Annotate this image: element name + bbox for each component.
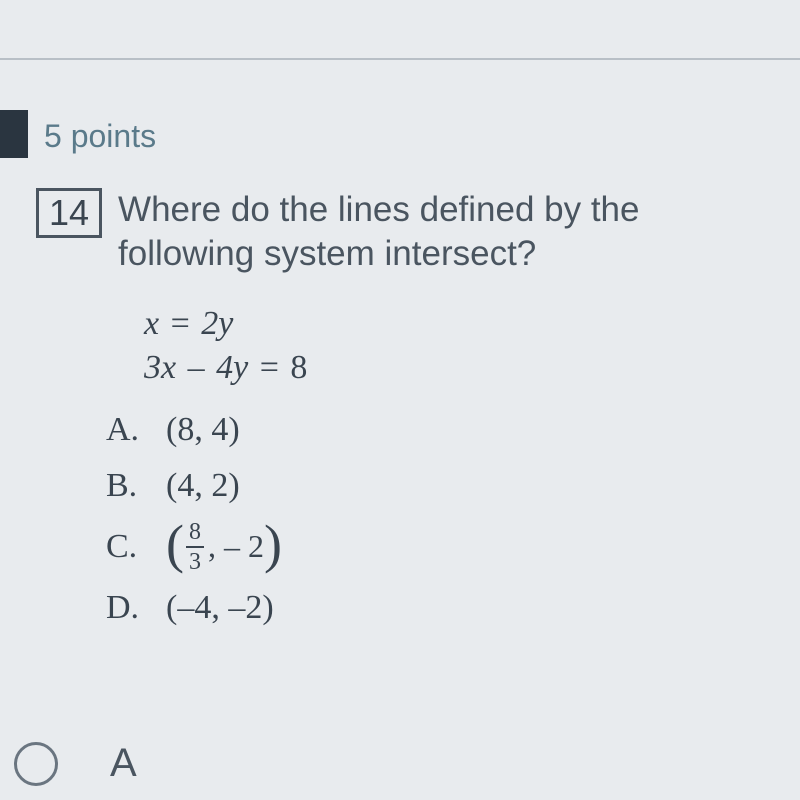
eq2-rhs: 8 bbox=[290, 349, 307, 386]
eq2-minus: – bbox=[179, 349, 213, 386]
answer-selection-area: A bbox=[14, 741, 137, 786]
eq1-equals: = bbox=[162, 305, 198, 342]
fraction-denominator: 3 bbox=[186, 546, 204, 574]
eq2-equals: = bbox=[251, 349, 287, 386]
choice-b-value: (4, 2) bbox=[166, 467, 240, 505]
equation-1: x = 2y bbox=[144, 302, 780, 346]
question-text: Where do the lines defined by the follow… bbox=[118, 188, 762, 276]
choice-a-value: (8, 4) bbox=[166, 411, 240, 449]
choice-b[interactable]: B. (4, 2) bbox=[106, 464, 780, 508]
radio-option-a[interactable] bbox=[14, 742, 58, 786]
answer-choices: A. (8, 4) B. (4, 2) C. ( 8 3 , – 2 ) D. … bbox=[106, 408, 780, 630]
eq1-lhs: x bbox=[144, 305, 159, 342]
question-number-box: 14 bbox=[36, 188, 102, 238]
fraction-numerator: 8 bbox=[186, 520, 204, 546]
fraction: 8 3 bbox=[186, 520, 204, 574]
choice-a[interactable]: A. (8, 4) bbox=[106, 408, 780, 452]
choice-c-rest: , – 2 bbox=[208, 528, 264, 565]
choice-d-letter: D. bbox=[106, 589, 166, 627]
eq2-term1: 3x bbox=[144, 349, 176, 386]
choice-c-letter: C. bbox=[106, 528, 166, 566]
left-paren-icon: ( bbox=[166, 523, 184, 566]
top-divider bbox=[0, 58, 800, 60]
question-tab-marker bbox=[0, 110, 28, 158]
choice-c[interactable]: C. ( 8 3 , – 2 ) bbox=[106, 520, 780, 574]
equation-block: x = 2y 3x – 4y = 8 bbox=[144, 302, 780, 390]
right-paren-icon: ) bbox=[264, 523, 282, 566]
choice-b-letter: B. bbox=[106, 467, 166, 505]
question-area: 14 Where do the lines defined by the fol… bbox=[36, 188, 780, 642]
points-label: 5 points bbox=[44, 118, 156, 155]
eq2-term2: 4y bbox=[216, 349, 248, 386]
choice-d[interactable]: D. (–4, –2) bbox=[106, 586, 780, 630]
answer-option-a-label: A bbox=[110, 741, 137, 786]
equation-2: 3x – 4y = 8 bbox=[144, 346, 780, 390]
choice-c-value: ( 8 3 , – 2 ) bbox=[166, 520, 282, 574]
choice-a-letter: A. bbox=[106, 411, 166, 449]
eq1-rhs: 2y bbox=[201, 305, 233, 342]
choice-d-value: (–4, –2) bbox=[166, 589, 274, 627]
